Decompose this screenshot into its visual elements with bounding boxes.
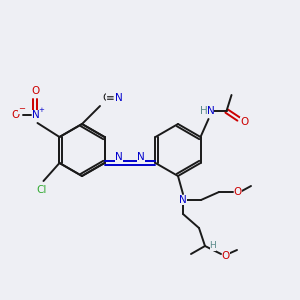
- Text: O: O: [222, 251, 230, 261]
- Text: O: O: [240, 117, 249, 127]
- Text: N: N: [115, 152, 123, 162]
- Text: N: N: [32, 110, 39, 120]
- Text: H: H: [210, 242, 216, 250]
- Text: O: O: [11, 110, 20, 120]
- Text: N: N: [115, 93, 123, 103]
- Text: ≡: ≡: [106, 93, 114, 103]
- Text: +: +: [38, 107, 44, 113]
- Text: N: N: [179, 195, 187, 205]
- Text: H: H: [200, 106, 207, 116]
- Text: N: N: [137, 152, 145, 162]
- Text: N: N: [207, 106, 214, 116]
- Text: O: O: [234, 187, 242, 197]
- Text: Cl: Cl: [36, 185, 47, 195]
- Text: −: −: [18, 104, 25, 113]
- Text: C: C: [102, 93, 110, 103]
- Text: O: O: [32, 86, 40, 96]
